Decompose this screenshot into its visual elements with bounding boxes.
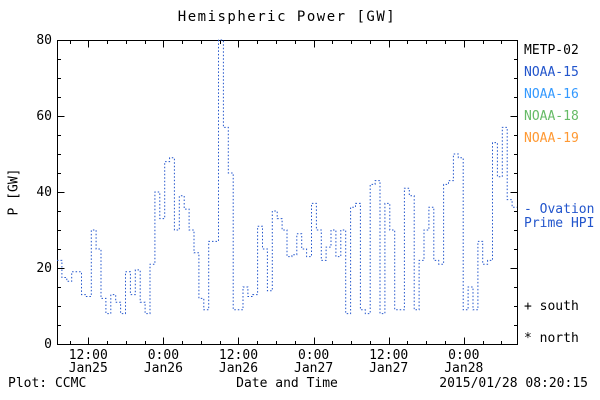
x-tick-label: 0:00 Jan28: [432, 349, 496, 375]
y-tick-label: 20: [36, 261, 52, 276]
marker-note-north: * north: [524, 331, 579, 346]
x-tick-date: Jan27: [369, 361, 409, 376]
legend-ovation-note: - Ovation Prime HPI: [524, 203, 594, 231]
chart-title: Hemispheric Power [GW]: [177, 9, 397, 25]
legend-item-noaa-18: NOAA-18: [524, 109, 579, 124]
x-tick-label: 0:00 Jan26: [131, 349, 195, 375]
x-tick-date: Jan26: [143, 361, 183, 376]
x-tick-time: 0:00: [147, 348, 180, 363]
x-tick-date: Jan28: [444, 361, 484, 376]
legend-item-noaa-16: NOAA-16: [524, 87, 579, 102]
y-tick-label: 80: [36, 33, 52, 48]
x-tick-time: 12:00: [68, 348, 108, 363]
x-tick-date: Jan25: [68, 361, 108, 376]
x-tick-time: 0:00: [448, 348, 480, 363]
y-tick-label: 40: [36, 185, 52, 200]
x-tick-date: Jan27: [294, 361, 334, 376]
x-tick-label: 12:00 Jan26: [206, 349, 270, 375]
x-tick-label: 0:00 Jan27: [282, 349, 346, 375]
legend-item-metp-02: METP-02: [524, 43, 579, 58]
y-tick-label: 0: [44, 337, 52, 352]
marker-note-south: + south: [524, 299, 579, 314]
legend-item-noaa-15: NOAA-15: [524, 65, 579, 80]
footer-plot-source: Plot: CCMC: [8, 376, 87, 391]
x-tick-time: 0:00: [297, 348, 330, 363]
x-tick-date: Jan26: [218, 361, 259, 376]
x-tick-label: 12:00 Jan25: [56, 349, 120, 375]
y-tick-label: 60: [36, 109, 52, 124]
x-tick-time: 12:00: [369, 348, 409, 363]
x-axis-label: Date and Time: [236, 376, 338, 391]
ovation-note-line1: - Ovation: [524, 202, 595, 217]
x-tick-label: 12:00 Jan27: [357, 349, 421, 375]
plot-frame: [57, 40, 518, 345]
ovation-note-line2: Prime HPI: [524, 216, 595, 231]
hpi-step-line: [57, 39, 517, 315]
legend: METP-02 NOAA-15 NOAA-16 NOAA-18 NOAA-19: [524, 44, 579, 154]
footer-timestamp: 2015/01/28 08:20:15: [439, 376, 588, 391]
x-tick-time: 12:00: [218, 348, 259, 363]
legend-item-noaa-19: NOAA-19: [524, 131, 579, 146]
